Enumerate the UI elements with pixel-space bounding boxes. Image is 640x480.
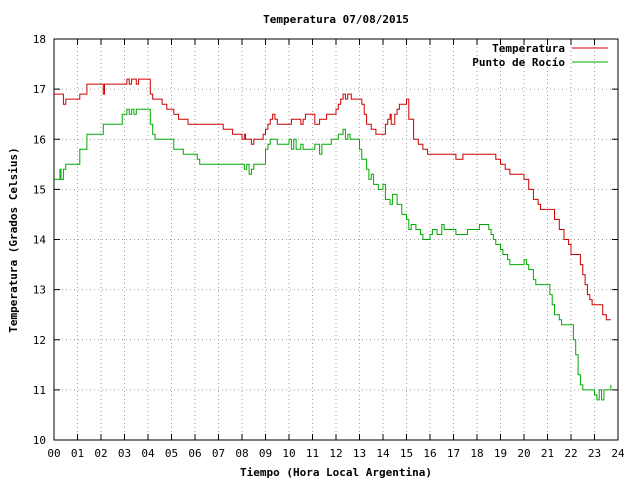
x-tick-label: 00 <box>47 447 60 460</box>
x-tick-label: 22 <box>564 447 577 460</box>
y-tick-label: 15 <box>33 183 46 196</box>
x-tick-label: 23 <box>588 447 601 460</box>
x-tick-label: 24 <box>611 447 625 460</box>
legend-label: Punto de Rocío <box>472 56 565 69</box>
x-tick-label: 11 <box>306 447 319 460</box>
legend-label: Temperatura <box>492 42 565 55</box>
x-tick-label: 01 <box>71 447 84 460</box>
axis-ticks: 00 01 02 03 04 05 06 07 08 09 10 11 12 13 14 15 16 17 18 19… <box>33 33 625 460</box>
x-tick-label: 03 <box>118 447 131 460</box>
x-tick-label: 06 <box>188 447 201 460</box>
x-tick-label: 17 <box>447 447 460 460</box>
x-tick-label: 08 <box>235 447 248 460</box>
x-tick-label: 20 <box>517 447 530 460</box>
series-line-punto-de-rocio <box>54 108 612 401</box>
x-tick-label: 04 <box>141 447 155 460</box>
y-tick-label: 16 <box>33 133 46 146</box>
x-tick-label: 19 <box>494 447 507 460</box>
y-tick-label: 13 <box>33 284 46 297</box>
x-tick-label: 18 <box>470 447 483 460</box>
grid <box>54 39 618 440</box>
y-axis-label: Temperatura (Grados Celsius) <box>7 147 20 332</box>
y-tick-label: 10 <box>33 434 46 447</box>
x-tick-label: 02 <box>94 447 107 460</box>
x-tick-label: 21 <box>541 447 554 460</box>
y-tick-label: 14 <box>33 234 47 247</box>
series-line-temperatura <box>54 78 611 321</box>
x-tick-label: 10 <box>282 447 295 460</box>
x-tick-label: 07 <box>212 447 225 460</box>
x-tick-label: 05 <box>165 447 178 460</box>
x-tick-label: 15 <box>400 447 413 460</box>
y-tick-label: 18 <box>33 33 46 46</box>
x-axis-label: Tiempo (Hora Local Argentina) <box>240 466 432 479</box>
x-tick-label: 12 <box>329 447 342 460</box>
chart-title: Temperatura 07/08/2015 <box>263 13 409 26</box>
x-tick-label: 13 <box>353 447 366 460</box>
x-tick-label: 16 <box>423 447 436 460</box>
y-tick-label: 12 <box>33 334 46 347</box>
y-tick-label: 11 <box>33 384 46 397</box>
x-tick-label: 14 <box>376 447 390 460</box>
y-tick-label: 17 <box>33 83 46 96</box>
x-tick-label: 09 <box>259 447 272 460</box>
series-lines <box>54 78 612 401</box>
